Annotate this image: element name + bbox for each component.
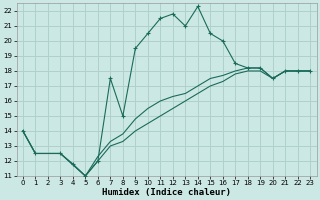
X-axis label: Humidex (Indice chaleur): Humidex (Indice chaleur): [102, 188, 231, 197]
